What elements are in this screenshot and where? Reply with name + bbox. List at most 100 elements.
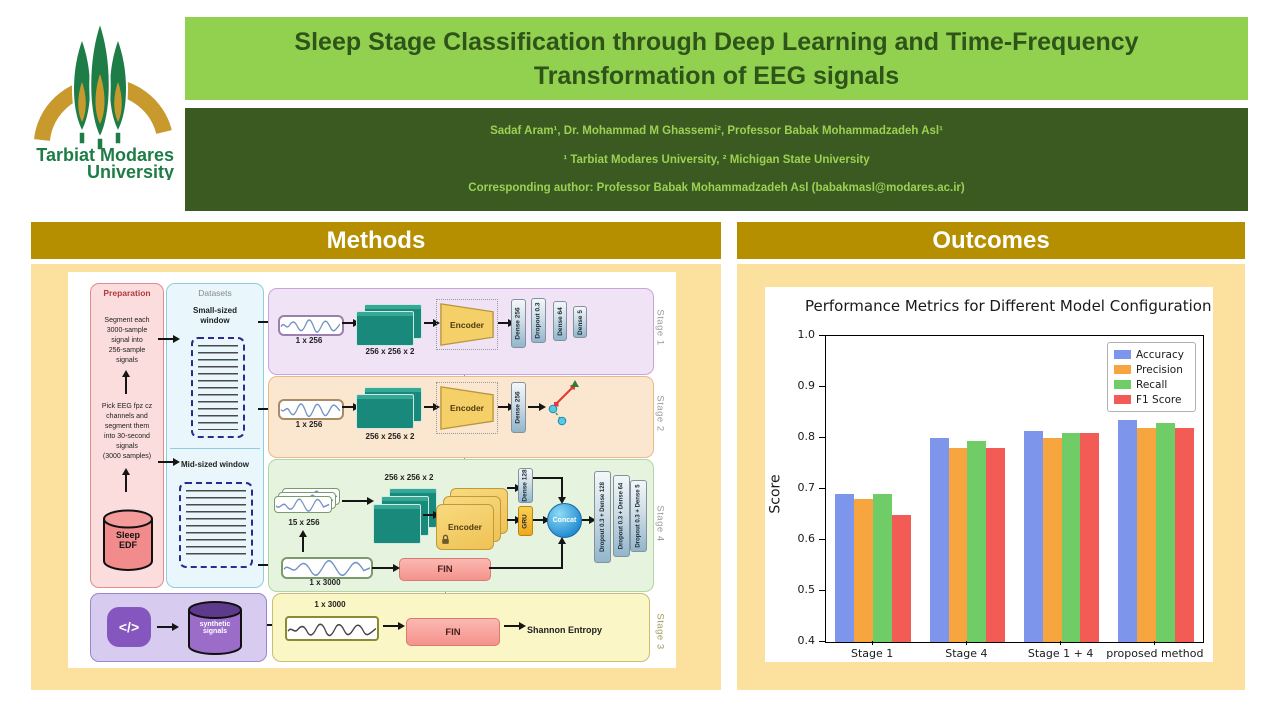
- y-tick-label: 0.4: [797, 634, 816, 647]
- mid-window-segments: [179, 482, 253, 568]
- legend-item: Recall: [1114, 377, 1189, 392]
- bar-recall: [1155, 422, 1175, 642]
- stage1-tf-size: 256 x 256 x 2: [365, 347, 415, 356]
- stage4-spectrogram-stack: [373, 488, 437, 548]
- stage2-metric-learning-glyph: [548, 380, 579, 426]
- legend-swatch: [1114, 365, 1131, 374]
- legend-swatch: [1114, 350, 1131, 359]
- title-line-2: Transformation of EEG signals: [533, 61, 900, 90]
- arrow-icon: [582, 515, 596, 524]
- connector-fin-concat: [489, 567, 563, 569]
- stage2-encoder: Encoder: [436, 382, 498, 434]
- stage2-layer-dense256: Dense 256: [511, 382, 526, 433]
- small-window-segments: [191, 337, 245, 438]
- bar-accuracy: [835, 494, 855, 642]
- shannon-entropy-label: Shannon Entropy: [527, 625, 602, 635]
- bar-f1-score: [1080, 432, 1100, 642]
- stage2-signal-chip: [278, 399, 344, 420]
- datasets-title: Datasets: [198, 288, 232, 298]
- y-tick-label: 0.7: [797, 481, 816, 494]
- bar-f1-score: [1174, 427, 1194, 642]
- tmu-logo-graphic: Tarbiat Modares University: [34, 18, 174, 182]
- arrow-icon: [498, 318, 515, 327]
- legend-label: Accuracy: [1136, 348, 1184, 361]
- arrow-icon: [383, 621, 405, 630]
- bar-precision: [1042, 438, 1062, 642]
- stage2-encoder-label: Encoder: [449, 403, 484, 413]
- stage3-input-size: 1 x 3000: [314, 600, 346, 609]
- stage1-layer-dropout: Dropout 0.3: [531, 298, 546, 343]
- arrow-prep-to-mid-window: [158, 457, 180, 466]
- arrow-icon: [528, 402, 546, 411]
- legend-swatch: [1114, 395, 1131, 404]
- stage4-tf-size: 256 x 256 x 2: [384, 473, 434, 482]
- stage1-box: 1 x 256 256 x 256 x 2 Encoder Dense 256 …: [268, 288, 654, 375]
- stage3-label: Stage 3: [654, 612, 666, 650]
- preparation-title: Preparation: [103, 288, 151, 298]
- lock-icon: [442, 534, 449, 544]
- legend-swatch: [1114, 380, 1131, 389]
- bar-f1-score: [891, 514, 911, 642]
- stage4-gru: GRU: [518, 506, 533, 536]
- code-icon: </>: [107, 607, 151, 647]
- bar-precision: [854, 499, 874, 642]
- legend-label: F1 Score: [1136, 393, 1182, 406]
- chart-title: Performance Metrics for Different Model …: [805, 297, 1212, 315]
- up-arrow-icon: [121, 370, 130, 394]
- legend-label: Recall: [1136, 378, 1168, 391]
- prep-step-segment-256: Segment each 3000-sample signal into 256…: [104, 317, 150, 364]
- plot-area: [825, 335, 1204, 643]
- y-tick-label: 0.6: [797, 532, 816, 545]
- stage3-fin-box: FIN: [406, 618, 500, 646]
- corresponding-author-line: Corresponding author: Professor Babak Mo…: [468, 182, 965, 195]
- university-logo: Tarbiat Modares University: [18, 8, 182, 182]
- stage4-windows-size: 15 x 256: [288, 518, 320, 527]
- connector-dense128-concat: [533, 477, 563, 479]
- bar-precision: [1137, 427, 1156, 642]
- stage2-spectrogram-stack: [356, 387, 422, 429]
- up-arrow-icon: [121, 468, 130, 492]
- stage1-encoder: Encoder: [436, 299, 498, 350]
- methods-diagram: Preparation Segment each 3000-sample sig…: [68, 272, 676, 668]
- title-line-1: Sleep Stage Classification through Deep …: [294, 27, 1139, 56]
- stage1-layer-dense64: Dense 64: [553, 301, 567, 341]
- logo-text-line1: Tarbiat Modares: [36, 145, 174, 165]
- prep-step-pick-channels: Pick EEG fpz cz channels and segment the…: [101, 403, 153, 460]
- arrow-icon: [342, 402, 360, 411]
- bar-f1-score: [986, 448, 1006, 642]
- bar-accuracy: [929, 438, 949, 642]
- legend-item: Accuracy: [1114, 347, 1189, 362]
- stage4-dense128: Dense 128: [518, 468, 533, 503]
- connector-dense128-concat: [561, 477, 563, 497]
- chart-ylabel: Score: [768, 474, 784, 514]
- stage4-window-stack: [274, 488, 340, 514]
- stage1-label: Stage 1: [654, 308, 666, 346]
- connector-stage2-stage4: [464, 432, 465, 484]
- legend-item: Precision: [1114, 362, 1189, 377]
- arrow-icon: [342, 318, 360, 327]
- bar-accuracy: [1118, 420, 1138, 642]
- connector-fin-concat: [561, 543, 563, 569]
- stage4-layer-3: Dropout 0.3 + Dense 5: [630, 480, 647, 552]
- logo-text-line2: University: [87, 162, 174, 180]
- arrow-icon: [423, 510, 440, 519]
- bar-recall: [967, 440, 987, 642]
- chart-legend: Accuracy Precision Recall F1 Score: [1107, 342, 1196, 412]
- stage4-layer-2: Dropout 0.3 + Dense 64: [613, 475, 630, 557]
- arrowhead-up: [557, 537, 566, 544]
- bar-accuracy: [1023, 431, 1043, 642]
- x-tick-label: Stage 1 + 4: [1027, 647, 1094, 660]
- y-tick-label: 0.8: [797, 430, 816, 443]
- y-tick-label: 0.5: [797, 583, 816, 596]
- arrow-icon: [507, 515, 522, 524]
- stage2-box: 1 x 256 256 x 256 x 2 Encoder Dense 256: [268, 376, 654, 458]
- outcomes-section-header: Outcomes: [737, 222, 1245, 259]
- performance-chart: Performance Metrics for Different Model …: [765, 287, 1213, 662]
- poster-title: Sleep Stage Classification through Deep …: [185, 17, 1248, 100]
- stage3-generator-box: </> synthetic signals: [90, 593, 267, 662]
- y-tick-label: 1.0: [797, 328, 816, 341]
- methods-section-header: Methods: [31, 222, 721, 259]
- stage3-box: 1 x 3000 FIN Shannon Entropy: [272, 593, 650, 662]
- stage2-input-size: 1 x 256: [295, 420, 323, 429]
